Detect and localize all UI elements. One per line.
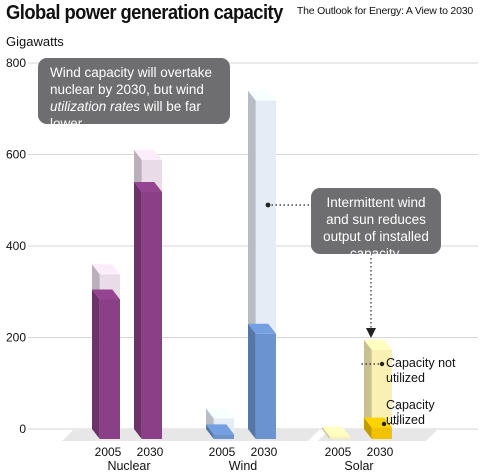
wind-2030-utilized-bar-top	[248, 323, 276, 334]
group-label: Wind	[229, 459, 258, 473]
wind-2005-utilized-bar-front	[213, 434, 234, 439]
intermittent-callout: Intermittent wind and sun reduces output…	[311, 188, 441, 261]
nuclear-2005-utilized-bar-front	[99, 299, 120, 439]
nuclear-2030-utilized-bar-front	[141, 191, 162, 439]
wind-2005-not-utilized-bar-top	[206, 408, 234, 419]
callout-leaders	[265, 202, 399, 427]
wind-2030-not-utilized-bar-top	[248, 90, 276, 101]
wind-2030-utilized-bar-front	[255, 333, 276, 439]
nuclear-2030-utilized-bar-top	[134, 181, 162, 192]
wind-2030-not-utilized-bar-side	[248, 90, 256, 334]
year-label: 2030	[367, 445, 394, 459]
wind-2005-utilized-bar-top	[206, 424, 234, 435]
y-tick-label: 800	[6, 56, 26, 70]
solar-2005-not-utilized-bar-front	[329, 436, 350, 439]
year-label: 2005	[325, 445, 352, 459]
callout-text-line1: Wind capacity will overtake	[50, 65, 213, 80]
solar-2005-not-utilized-bar-top	[322, 426, 350, 437]
leader-dot	[265, 202, 271, 208]
solar-2030-not-utilized-bar-top	[364, 339, 392, 350]
wind-2005-utilized-bar-side	[206, 424, 214, 439]
wind-2030-not-utilized-bar-front	[255, 100, 276, 334]
callout-text-line2: nuclear by 2030, but wind	[50, 82, 204, 97]
y-tick-label: 600	[6, 148, 26, 162]
callout-text-italic: utilization rates	[50, 99, 141, 114]
nuclear-2030-not-utilized-bar-top	[134, 149, 162, 160]
leader-dot	[379, 361, 385, 367]
y-tick-label: 0	[19, 422, 26, 436]
solar-2030-not-utilized-bar-side	[364, 339, 372, 428]
y-tick-label: 200	[6, 331, 26, 345]
wind-vs-nuclear-callout: Wind capacity will overtake nuclear by 2…	[38, 58, 230, 131]
nuclear-2005-utilized-bar-side	[92, 289, 100, 439]
nuclear-2005-not-utilized-bar-top	[92, 264, 120, 275]
solar-2005-not-utilized-bar-side	[322, 426, 330, 439]
year-label: 2005	[95, 445, 122, 459]
solar-2030-not-utilized-bar-front	[371, 349, 392, 428]
group-label: Nuclear	[107, 459, 150, 473]
nuclear-2030-utilized-bar-side	[134, 181, 142, 439]
nuclear-2030-not-utilized-bar-side	[134, 149, 142, 192]
solar-2030-utilized-bar-side	[364, 417, 372, 439]
source-note: The Outlook for Energy: A View to 2030	[296, 5, 473, 17]
year-label: 2030	[251, 445, 278, 459]
chart-title: Global power generation capacity	[6, 2, 283, 24]
arrow-head	[366, 328, 376, 338]
annotation-not-utilized: Capacity not utilized	[386, 356, 456, 385]
callout-text-line3: will be far lower.	[50, 99, 201, 131]
solar-2030-utilized-bar-front	[371, 427, 392, 439]
y-tick-label: 400	[6, 239, 26, 253]
year-label: 2030	[137, 445, 164, 459]
year-label: 2005	[209, 445, 236, 459]
nuclear-2005-utilized-bar-top	[92, 289, 120, 300]
annotation-utilized: Capacity utilized	[386, 398, 435, 427]
y-axis-unit-label: Gigawatts	[6, 34, 64, 49]
wind-2030-utilized-bar-side	[248, 323, 256, 439]
group-label: Solar	[344, 459, 373, 473]
bars	[92, 90, 392, 439]
leader-dot	[381, 421, 387, 427]
